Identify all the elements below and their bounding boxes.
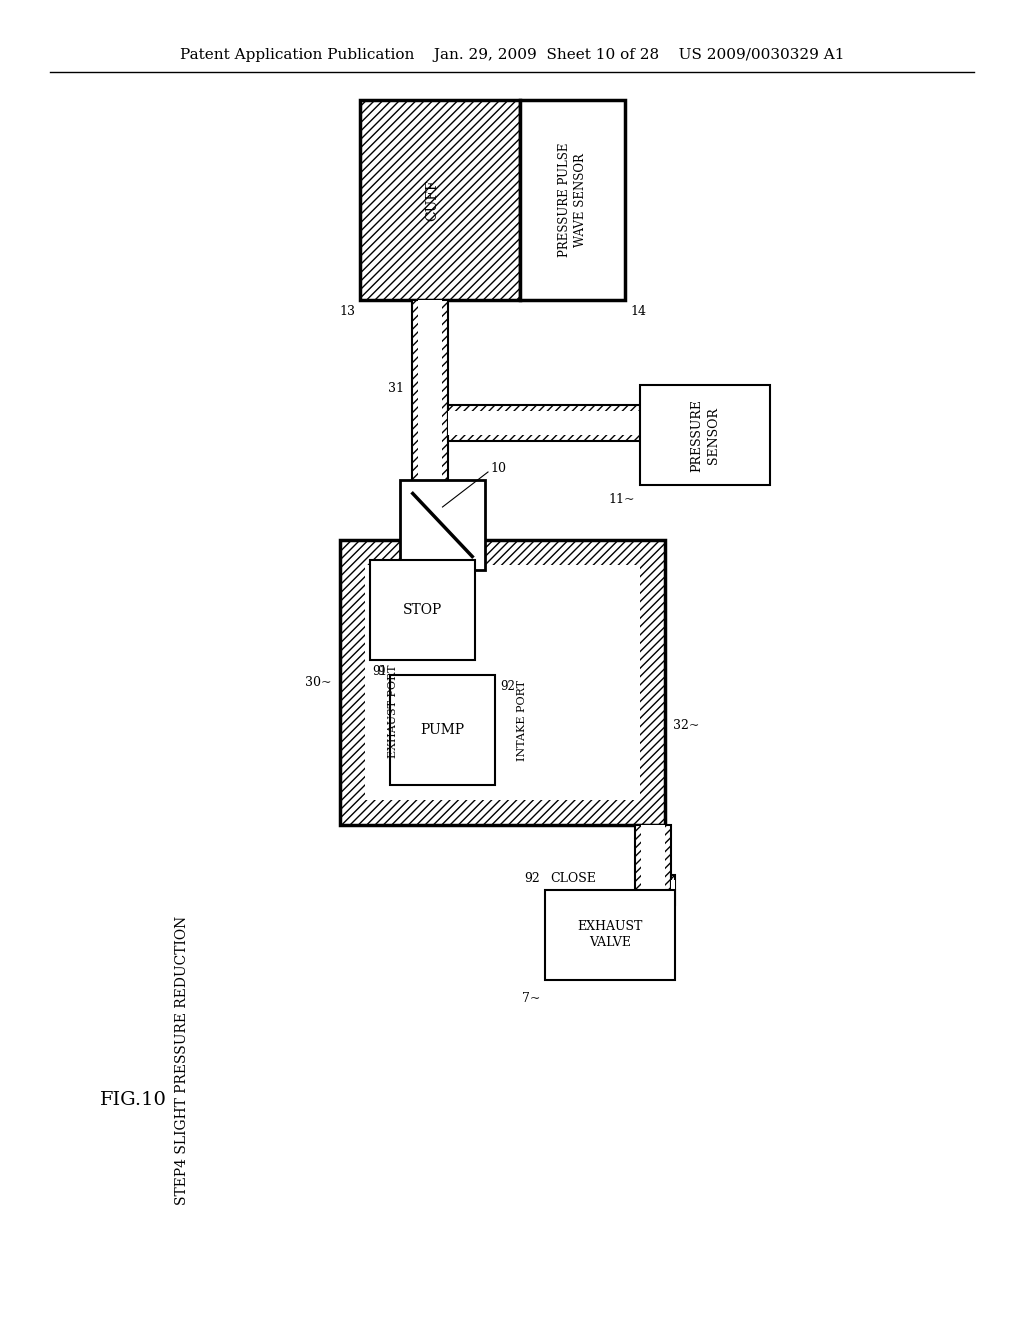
Bar xyxy=(545,890,675,979)
Text: Patent Application Publication    Jan. 29, 2009  Sheet 10 of 28    US 2009/00303: Patent Application Publication Jan. 29, … xyxy=(180,48,844,62)
Text: EXHAUST PORT: EXHAUST PORT xyxy=(388,665,398,759)
Bar xyxy=(390,675,495,785)
Text: STOP: STOP xyxy=(402,603,442,616)
Text: 30~: 30~ xyxy=(305,676,332,689)
Bar xyxy=(449,411,640,436)
Bar xyxy=(418,300,442,520)
Text: 10: 10 xyxy=(490,462,506,475)
Bar xyxy=(520,100,625,300)
Text: 32~: 32~ xyxy=(673,719,699,731)
Text: 91: 91 xyxy=(372,665,387,678)
Bar xyxy=(449,405,640,441)
Text: PRESSURE
SENSOR: PRESSURE SENSOR xyxy=(690,399,720,471)
Bar xyxy=(671,880,675,900)
Text: 92: 92 xyxy=(500,680,515,693)
Bar xyxy=(340,540,665,825)
Text: 7~: 7~ xyxy=(521,993,540,1005)
Text: CUFF: CUFF xyxy=(425,180,439,220)
Bar xyxy=(370,560,475,660)
Text: PUMP: PUMP xyxy=(421,723,465,737)
Bar xyxy=(365,565,640,800)
Bar xyxy=(641,825,665,890)
Text: CLOSE: CLOSE xyxy=(550,873,596,884)
Text: INTAKE PORT: INTAKE PORT xyxy=(517,680,527,762)
Text: 9: 9 xyxy=(378,665,385,678)
Text: 31: 31 xyxy=(388,381,404,395)
Text: STEP4 SLIGHT PRESSURE REDUCTION: STEP4 SLIGHT PRESSURE REDUCTION xyxy=(175,915,189,1205)
Text: FIG.10: FIG.10 xyxy=(100,1092,167,1109)
Text: 11~: 11~ xyxy=(608,492,635,506)
Text: PRESSURE PULSE
WAVE SENSOR: PRESSURE PULSE WAVE SENSOR xyxy=(558,143,587,257)
Bar xyxy=(412,300,449,520)
Bar xyxy=(400,480,485,570)
Bar xyxy=(671,875,675,906)
Bar xyxy=(640,385,770,484)
Bar xyxy=(635,825,671,890)
Text: EXHAUST
VALVE: EXHAUST VALVE xyxy=(578,920,643,949)
Text: 13: 13 xyxy=(339,305,355,318)
Bar xyxy=(360,100,520,300)
Text: 14: 14 xyxy=(630,305,646,318)
Text: 92: 92 xyxy=(524,873,540,884)
